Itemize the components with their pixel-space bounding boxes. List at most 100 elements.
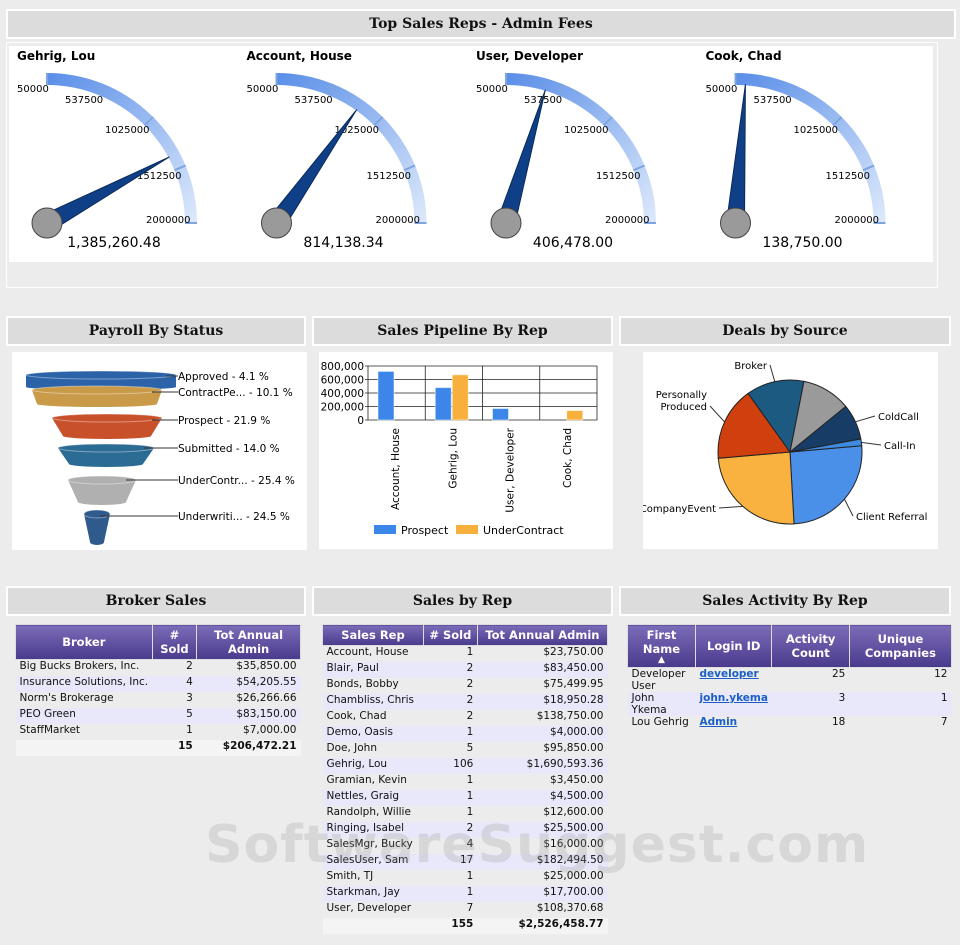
table-cell: $54,205.55 xyxy=(196,676,301,692)
table-cell: Smith, TJ xyxy=(326,870,374,882)
column-header[interactable]: Broker xyxy=(15,624,153,660)
column-header[interactable]: Tot Annual Admin xyxy=(476,624,609,646)
login-id-link[interactable]: Admin xyxy=(699,716,738,728)
table-cell: Blair, Paul xyxy=(322,662,424,678)
column-header[interactable]: Activity Count xyxy=(771,624,850,668)
column-header[interactable]: Login ID xyxy=(694,624,773,668)
table-cell: Starkman, Jay xyxy=(322,886,424,902)
pie-label: ColdCall xyxy=(878,412,919,423)
table-cell: $83,150.00 xyxy=(196,708,301,724)
table-cell: Chambliss, Chris xyxy=(322,694,424,710)
table-cell: 2 xyxy=(423,822,478,838)
table-row: Big Bucks Brokers, Inc. 2 $35,850.00 xyxy=(16,660,301,677)
table-row: StaffMarket 1 $7,000.00 xyxy=(16,724,301,740)
table-cell: $83,450.00 xyxy=(477,662,608,678)
table-cell: $35,850.00 xyxy=(236,660,297,672)
table-cell: 1 xyxy=(849,692,952,716)
table-cell: SalesUser, Sam xyxy=(322,854,424,870)
gauge-tick-label: 1512500 xyxy=(826,171,871,182)
table-cell: 3 xyxy=(771,692,850,716)
gauge-tick xyxy=(143,116,154,127)
table-cell: Cook, Chad xyxy=(326,710,387,722)
broker-sales-header: Broker Sales xyxy=(6,586,306,616)
table-cell: PEO Green xyxy=(15,708,153,724)
payroll-header: Payroll By Status xyxy=(6,316,306,346)
table-cell: Nettles, Graig xyxy=(322,790,424,806)
column-header[interactable]: Tot Annual Admin xyxy=(196,624,301,660)
table-row: Gramian, Kevin 1 $3,450.00 xyxy=(323,774,608,790)
gauge-tick xyxy=(862,164,875,172)
pipeline-panel: 800,000 600,000 400,000 200,000 0 Account, Ho… xyxy=(319,352,613,549)
table-cell: User, Developer xyxy=(326,902,412,914)
table-cell: $23,750.00 xyxy=(543,646,604,658)
bar xyxy=(566,410,584,421)
table-cell: $95,850.00 xyxy=(543,742,604,754)
gauge-tick-label: 2000000 xyxy=(376,215,421,226)
y-tick-label: 400,000 xyxy=(321,388,364,400)
pie-slice xyxy=(789,445,863,525)
table-cell: 1 xyxy=(466,806,474,818)
funnel-stage-top xyxy=(51,413,163,423)
table-row: Bonds, Bobby 2 $75,499.95 xyxy=(323,678,608,694)
table-row: Developer User developer 25 12 xyxy=(628,668,952,692)
funnel-stage-top xyxy=(31,385,163,395)
table-cell: Big Bucks Brokers, Inc. xyxy=(19,660,140,672)
gauge-tick xyxy=(98,84,106,96)
table-cell: Bonds, Bobby xyxy=(326,678,399,690)
gauge-pivot xyxy=(261,207,292,239)
table-cell: 1 xyxy=(186,724,193,736)
column-header[interactable]: Unique Companies xyxy=(848,624,953,668)
column-header[interactable]: # Sold xyxy=(422,624,478,646)
table-row: Insurance Solutions, Inc. 4 $54,205.55 xyxy=(15,676,301,692)
pie-label-line: Personally xyxy=(656,390,707,401)
table-cell: 12 xyxy=(934,668,948,680)
column-header[interactable]: Sales Rep xyxy=(322,624,424,646)
table-cell: $25,500.00 xyxy=(477,822,608,838)
table-cell: Admin xyxy=(696,716,772,732)
table-cell: john.ykema xyxy=(695,692,772,716)
pie-leader xyxy=(843,498,854,517)
gauge-tick-label: 537500 xyxy=(65,95,103,106)
sales-by-rep-table: Sales Rep # Sold Tot Annual Admin Account, … xyxy=(322,624,609,934)
total-row: 155 $2,526,458.77 xyxy=(322,918,608,934)
column-header[interactable]: First Name ▲ xyxy=(627,624,696,668)
table-cell xyxy=(15,740,153,756)
column-header[interactable]: # Sold xyxy=(151,624,198,660)
pie-label: Client Referral xyxy=(856,512,927,523)
gauge-needle xyxy=(725,84,746,225)
table-row: Smith, TJ 1 $25,000.00 xyxy=(323,870,608,886)
funnel-label: Prospect - 21.9 % xyxy=(178,415,270,427)
table-cell: $26,266.66 xyxy=(236,692,297,704)
pie-label: Personally Produced xyxy=(656,390,707,413)
table-cell: $4,000.00 xyxy=(477,726,608,742)
sort-ascending-icon: ▲ xyxy=(658,655,665,665)
deals-panel: Client Referral CompanyEvent Personally Pro… xyxy=(640,352,938,549)
login-id-link[interactable]: john.ykema xyxy=(699,692,768,704)
gauge-tick-label: 1025000 xyxy=(794,125,839,136)
sales-by-rep-header: Sales by Rep xyxy=(312,586,613,616)
login-id-link[interactable]: developer xyxy=(699,668,759,680)
table-cell: Norm's Brokerage xyxy=(19,692,114,704)
gauge-tick xyxy=(602,116,613,127)
bar xyxy=(377,370,395,421)
legend-label: UnderContract xyxy=(483,524,564,537)
gauge-needle xyxy=(496,89,546,227)
gauge-pivot xyxy=(490,207,522,239)
table-cell: $16,000.00 xyxy=(543,838,604,850)
table-cell: $108,370.68 xyxy=(536,902,604,914)
funnel-stage-bottom xyxy=(63,433,151,439)
table-cell: Gramian, Kevin xyxy=(326,774,407,786)
gauge-tick xyxy=(373,116,384,127)
gauge-tick-label: 537500 xyxy=(754,95,792,106)
table-cell: $1,690,593.36 xyxy=(477,758,608,774)
pie-slice xyxy=(747,379,805,454)
funnel-stage xyxy=(32,390,162,404)
table-cell: 106 xyxy=(423,758,478,774)
gauge-value: 814,138.34 xyxy=(303,235,383,251)
pie-label-line: Produced xyxy=(660,402,707,413)
gauge-tick-label: 2000000 xyxy=(605,215,650,226)
table-row: Gehrig, Lou 106 $1,690,593.36 xyxy=(322,758,608,774)
x-tick-label: Gehrig, Lou xyxy=(447,428,459,489)
table-cell: Doe, John xyxy=(326,742,377,754)
table-row: Starkman, Jay 1 $17,700.00 xyxy=(322,886,608,902)
